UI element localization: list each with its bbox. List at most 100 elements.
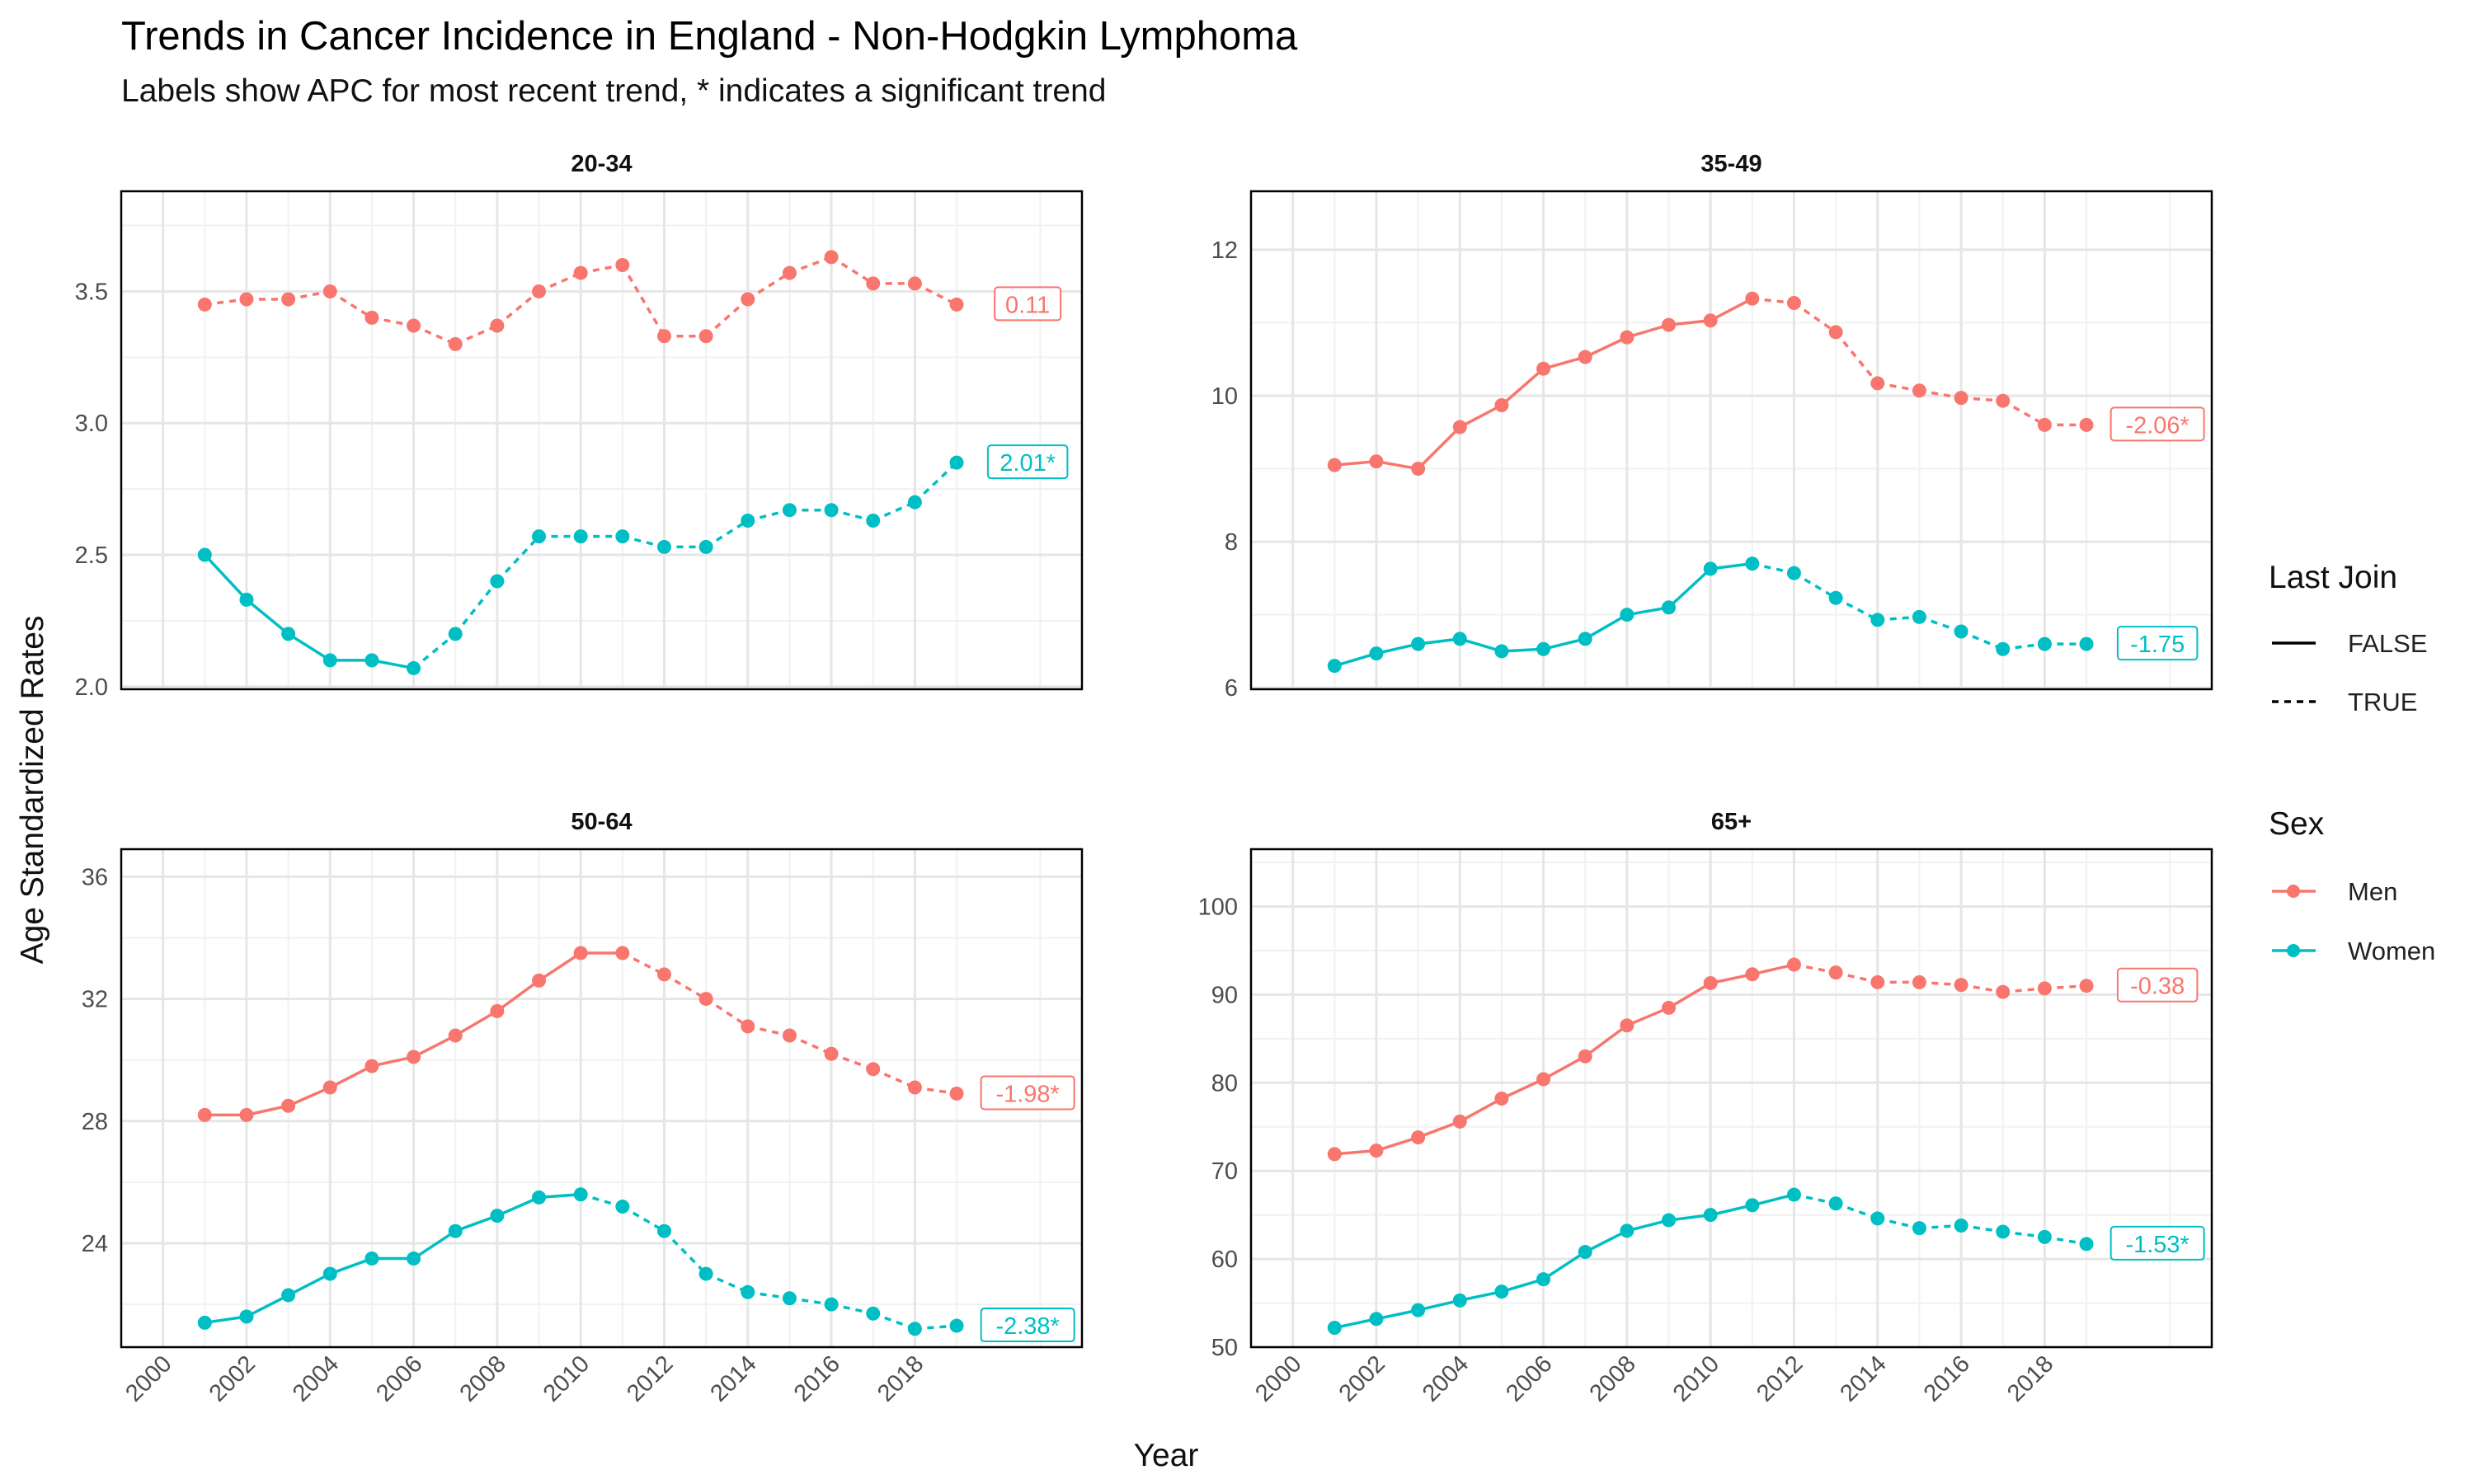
- line-segment-solid: [1376, 1308, 1418, 1321]
- data-point: [197, 297, 212, 312]
- line-segment-dashed: [454, 580, 499, 635]
- legend-label-true: TRUE: [2348, 688, 2417, 716]
- legend-label-women: Women: [2348, 937, 2435, 965]
- apc-label-text: -1.98*: [995, 1081, 1059, 1107]
- line-segment-dashed: [663, 1229, 708, 1275]
- y-tick-label: 50: [1211, 1335, 1238, 1361]
- y-tick-label: 3.5: [75, 279, 108, 305]
- y-tick-label: 80: [1211, 1070, 1238, 1097]
- line-segment-dashed: [663, 973, 708, 1001]
- line-segment-solid: [454, 1009, 498, 1037]
- line-segment-solid: [412, 1034, 457, 1059]
- data-point: [1786, 296, 1801, 311]
- apc-label-box: [980, 1075, 1075, 1111]
- line-segment-dashed: [830, 256, 874, 285]
- data-point: [365, 1252, 379, 1266]
- data-point: [490, 318, 505, 333]
- x-tick-label: 2018: [2002, 1350, 2058, 1407]
- line-segment-dashed: [1835, 596, 1879, 622]
- series-women: 2.01*: [197, 444, 1069, 675]
- data-point: [322, 1080, 337, 1095]
- data-point: [782, 503, 797, 518]
- data-point: [1578, 350, 1592, 364]
- panel-title: 50-64: [571, 809, 632, 835]
- data-point: [1494, 1284, 1509, 1299]
- apc-label: -0.38: [2116, 967, 2199, 1003]
- x-tick-label: 2014: [1835, 1350, 1891, 1407]
- data-point: [615, 1200, 630, 1214]
- line-segment-solid: [1376, 642, 1418, 655]
- x-tick-label: 2016: [789, 1350, 845, 1407]
- y-tick-label: 2.5: [75, 542, 108, 569]
- data-point: [1996, 641, 2011, 656]
- panel-title: 35-49: [1700, 151, 1761, 177]
- data-point: [407, 318, 421, 333]
- data-point: [1620, 608, 1634, 622]
- line-segment-solid: [329, 1064, 373, 1089]
- line-segment-dashed: [1793, 302, 1837, 334]
- y-tick-label: 60: [1211, 1247, 1238, 1273]
- data-point: [1536, 361, 1551, 376]
- line-segment-dashed: [622, 951, 666, 976]
- data-point: [1870, 974, 1885, 989]
- legend-title-last-join: Last Join: [2269, 560, 2397, 595]
- apc-label-box: [994, 286, 1062, 322]
- line-segment-solid: [1626, 1219, 1669, 1233]
- data-point: [1452, 1293, 1467, 1308]
- data-point: [2037, 636, 2052, 651]
- series-men: 0.11: [197, 250, 1062, 351]
- data-point: [656, 539, 671, 554]
- data-point: [1786, 1187, 1801, 1202]
- data-point: [239, 592, 254, 607]
- line-segment-solid: [538, 951, 582, 982]
- data-point: [1912, 1221, 1926, 1236]
- y-axis-title: Age Standardized Rates: [15, 616, 50, 965]
- data-point: [907, 276, 922, 291]
- data-point: [1411, 1130, 1426, 1145]
- data-point: [1327, 659, 1342, 674]
- data-point: [1327, 1147, 1342, 1162]
- line-segment-solid: [454, 1214, 498, 1233]
- line-segment-dashed: [329, 289, 373, 319]
- data-point: [1662, 317, 1677, 332]
- line-segment-solid: [245, 598, 289, 636]
- y-tick-label: 2.0: [75, 674, 108, 701]
- line-segment-dashed: [746, 271, 791, 301]
- panel-20-34: 20-34 2.0 2.5 3.0 3.5 0.11 2.01*: [75, 151, 1084, 701]
- line-segment-solid: [287, 1272, 332, 1297]
- line-segment-solid: [496, 979, 540, 1012]
- data-point: [1411, 1303, 1426, 1317]
- data-point: [1369, 1144, 1384, 1158]
- data-point: [698, 539, 713, 554]
- x-tick-label: 2006: [371, 1350, 427, 1407]
- apc-label-text: 2.01*: [999, 450, 1056, 477]
- data-point: [1870, 1211, 1885, 1226]
- x-tick-label: 2014: [705, 1350, 761, 1407]
- data-point: [281, 1098, 296, 1113]
- data-point: [1411, 636, 1426, 651]
- y-tick-label: 36: [82, 864, 108, 890]
- data-point: [1828, 965, 1843, 980]
- line-segment-dashed: [454, 324, 498, 345]
- x-tick-label: 2012: [622, 1350, 678, 1407]
- series-women: -2.38*: [197, 1187, 1075, 1343]
- data-point: [1745, 291, 1760, 306]
- x-tick-label: 2010: [539, 1350, 595, 1407]
- data-point: [1327, 1320, 1342, 1335]
- data-point: [1578, 1245, 1592, 1260]
- data-point: [2037, 417, 2052, 432]
- apc-label-box: [2109, 1225, 2205, 1261]
- series-men: -0.38: [1327, 957, 2199, 1162]
- data-point: [615, 257, 630, 272]
- data-point: [281, 1288, 296, 1303]
- line-segment-dashed: [1834, 331, 1879, 385]
- data-point: [448, 1223, 463, 1238]
- data-point: [824, 1046, 839, 1061]
- line-segment-solid: [287, 1086, 331, 1107]
- data-point: [1703, 975, 1718, 990]
- data-point: [197, 1315, 212, 1330]
- line-segment-solid: [1710, 973, 1753, 985]
- data-point: [407, 1252, 421, 1266]
- legend-key-men-point: [2287, 885, 2300, 898]
- apc-label: 2.01*: [986, 444, 1069, 480]
